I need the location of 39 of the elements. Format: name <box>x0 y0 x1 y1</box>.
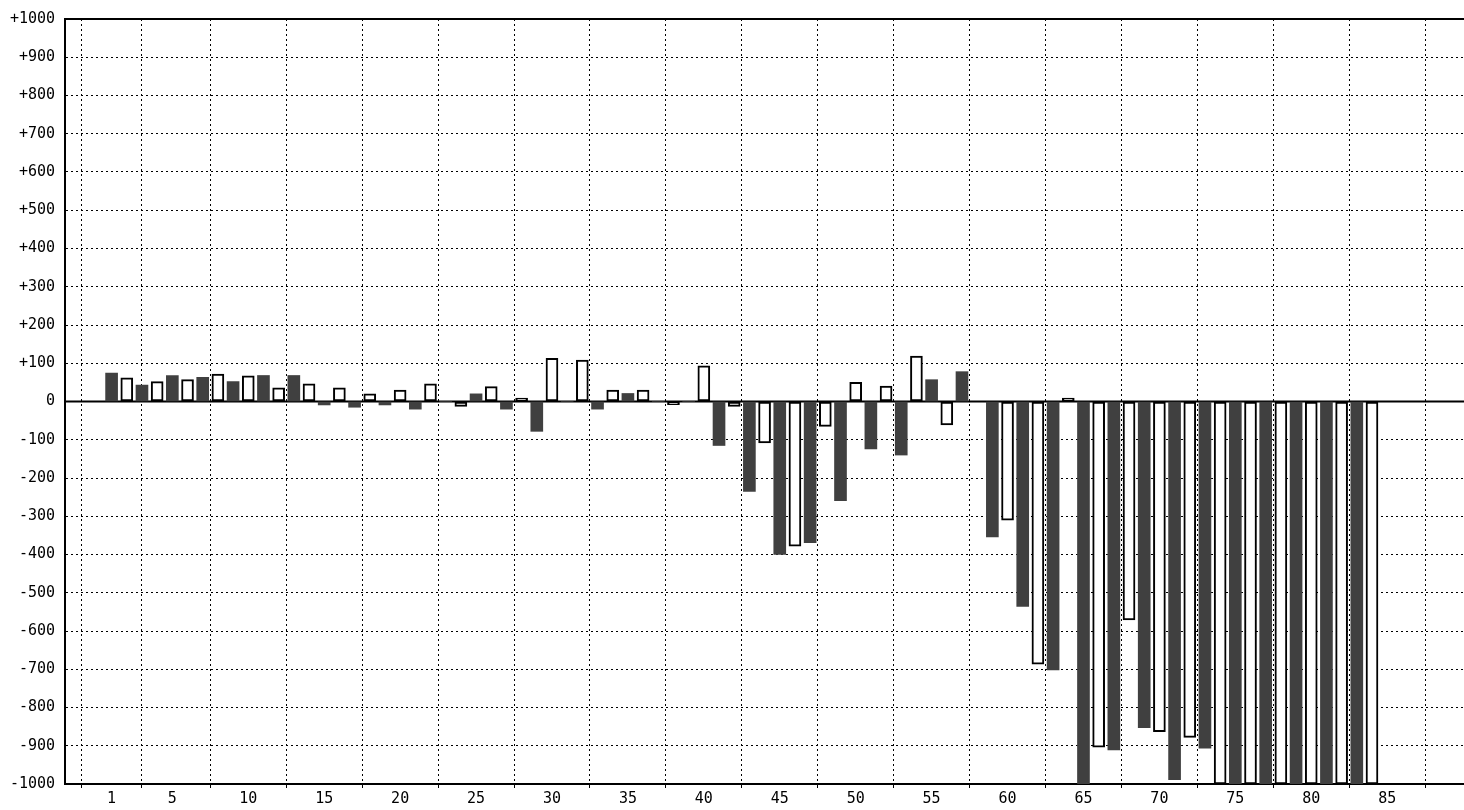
x-tick-label: 60 <box>998 788 1017 807</box>
y-tick-label: -600 <box>19 620 56 639</box>
x-tick-label: 50 <box>846 788 865 807</box>
x-tick-label: 70 <box>1150 788 1169 807</box>
y-tick-label: -300 <box>19 506 56 525</box>
y-tick-label: +1000 <box>10 8 56 27</box>
y-tick-label: +600 <box>19 161 56 180</box>
y-tick-label: -100 <box>19 429 56 448</box>
x-tick-label: 20 <box>391 788 410 807</box>
y-tick-label: -400 <box>19 544 56 563</box>
y-tick-label: -500 <box>19 582 56 601</box>
x-tick-label: 30 <box>542 788 562 807</box>
x-tick-label: 5 <box>167 788 177 807</box>
y-tick-label: +900 <box>19 47 56 66</box>
x-tick-label: 65 <box>1074 788 1093 807</box>
x-tick-label: 45 <box>770 788 789 807</box>
x-tick-label: 85 <box>1378 788 1397 807</box>
y-tick-label: +800 <box>19 85 56 104</box>
y-tick-label: +400 <box>19 238 56 257</box>
y-tick-label: -900 <box>19 735 56 754</box>
x-tick-label: 40 <box>694 788 713 807</box>
y-tick-label: +100 <box>19 353 56 372</box>
x-tick-label: 80 <box>1302 788 1321 807</box>
x-tick-label: 25 <box>467 788 486 807</box>
y-tick-label: -700 <box>19 659 56 678</box>
y-tick-label: -1000 <box>10 773 56 792</box>
x-tick-label: 15 <box>315 788 334 807</box>
y-tick-label: +200 <box>19 314 56 333</box>
y-tick-label: +500 <box>19 200 56 219</box>
x-tick-label: 10 <box>239 788 258 807</box>
x-tick-label: 35 <box>618 788 637 807</box>
y-tick-label: +700 <box>19 123 56 142</box>
x-tick-label: 75 <box>1226 788 1245 807</box>
x-tick-label: 55 <box>922 788 941 807</box>
y-tick-label: -200 <box>19 467 56 486</box>
x-tick-label: 1 <box>107 788 117 807</box>
y-tick-label: 0 <box>46 391 56 410</box>
y-tick-label: -800 <box>19 697 56 716</box>
y-tick-label: +300 <box>19 276 56 295</box>
